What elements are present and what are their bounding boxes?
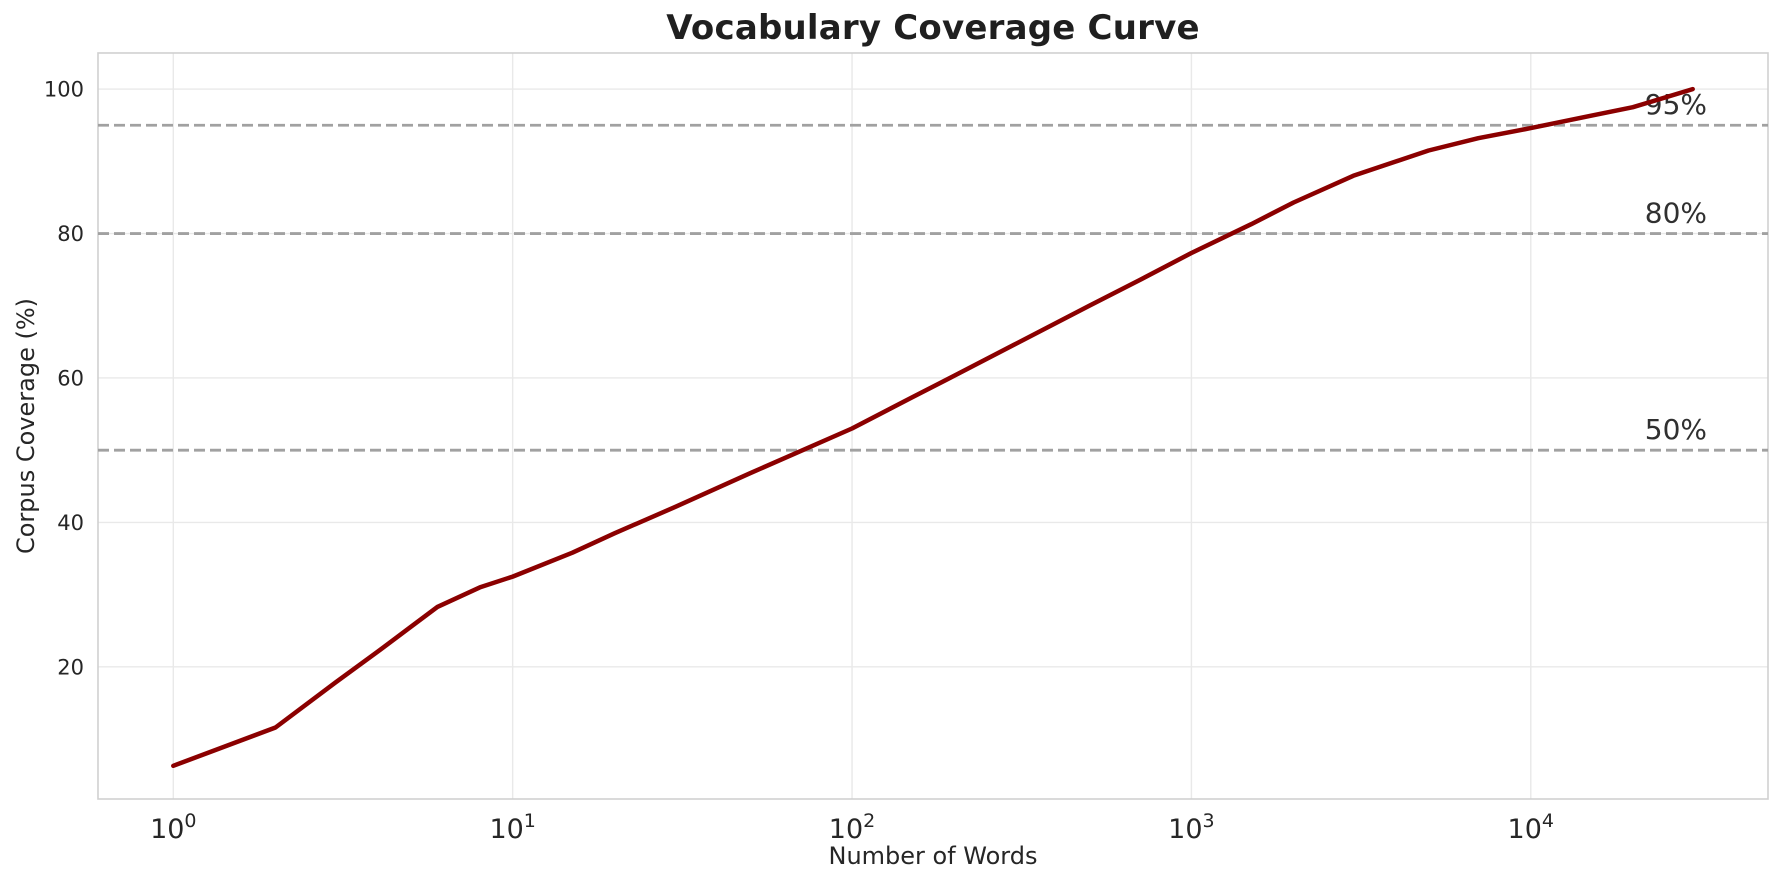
coverage-curve	[171, 86, 1695, 769]
threshold-label-50: 50%	[1645, 413, 1707, 446]
y-tick-label: 20	[57, 655, 84, 679]
y-tick-label: 40	[57, 511, 84, 535]
x-tick-label: 101	[489, 810, 535, 845]
y-tick-label: 60	[57, 366, 84, 390]
y-axis-label: Corpus Coverage (%)	[12, 297, 40, 555]
plot-border	[97, 52, 1769, 800]
x-tick-label: 100	[150, 810, 196, 845]
y-tick-label: 100	[44, 78, 84, 102]
x-axis-label: Number of Words	[828, 842, 1038, 870]
x-tick-label: 104	[1508, 810, 1554, 845]
threshold-label-80: 80%	[1645, 197, 1707, 230]
y-tick-label: 80	[57, 222, 84, 246]
chart-title: Vocabulary Coverage Curve	[666, 8, 1200, 48]
x-tick-label: 102	[829, 810, 875, 845]
x-tick-label: 103	[1168, 810, 1214, 845]
